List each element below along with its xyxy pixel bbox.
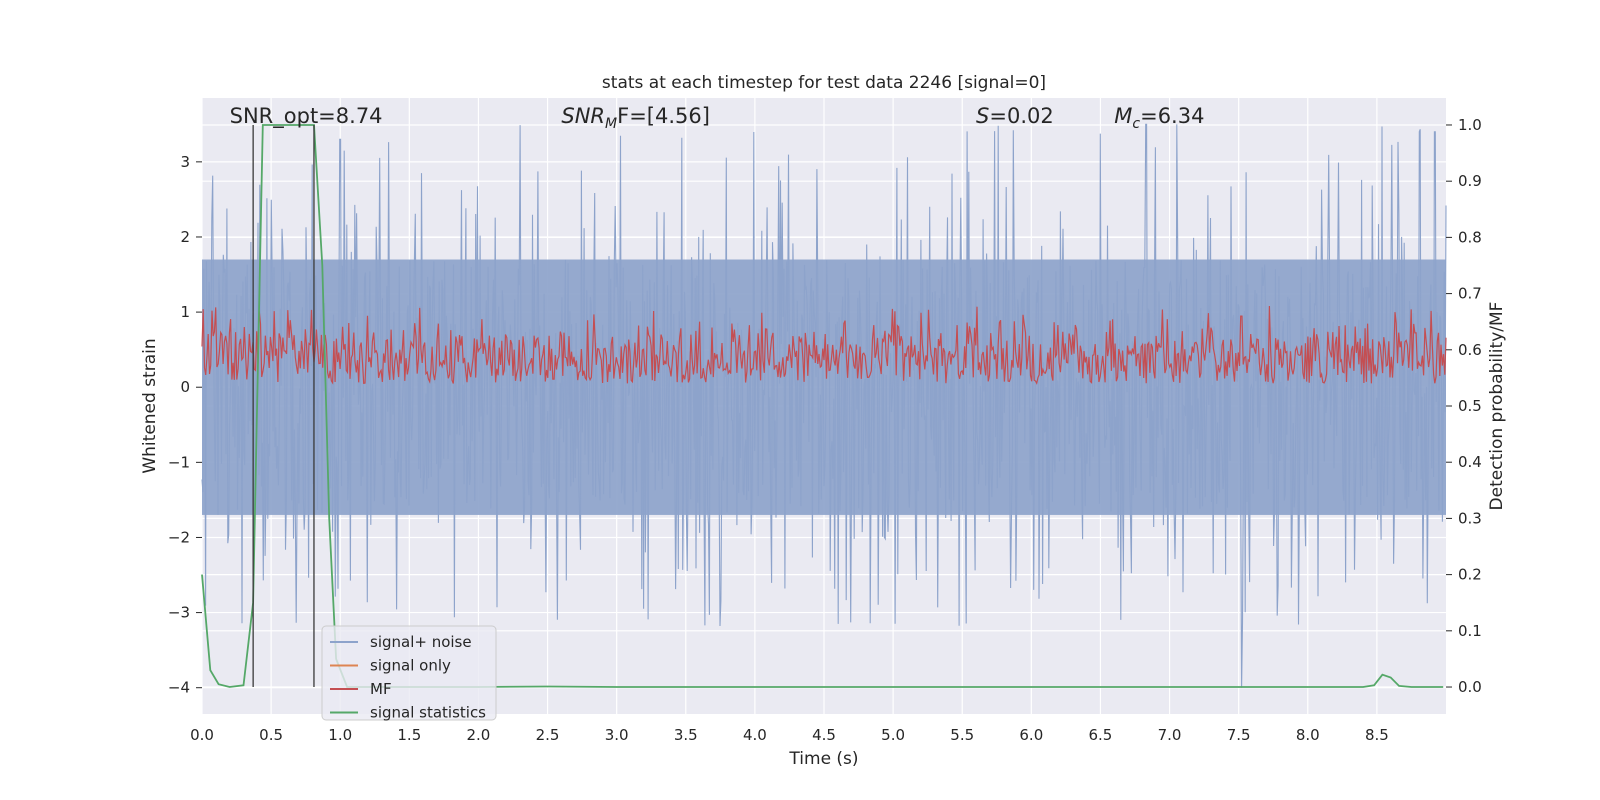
x-tick-label: 5.0 bbox=[881, 726, 905, 744]
x-tick-label: 7.5 bbox=[1227, 726, 1251, 744]
y2-axis-ticks: 0.0 0.1 0.2 0.3 0.4 0.5 0.6 0.7 0.8 0.9 1.0 bbox=[1446, 116, 1482, 696]
x-axis-ticks: 0.0 0.5 1.0 1.5 2.0 2.5 3.0 3.5 4.0 4.5 5.0 5.5 6.0 6… bbox=[190, 726, 1389, 744]
x-tick-label: 3.5 bbox=[674, 726, 698, 744]
x-tick-label: 7.0 bbox=[1158, 726, 1182, 744]
y-axis-label: Whitened strain bbox=[140, 338, 160, 473]
x-tick-label: 2.5 bbox=[536, 726, 560, 744]
x-tick-label: 0.0 bbox=[190, 726, 214, 744]
x-tick-label: 6.0 bbox=[1019, 726, 1043, 744]
annotation-text: SNRMF=[4.56] bbox=[561, 104, 710, 132]
y-tick-label: −3 bbox=[168, 604, 190, 622]
x-tick-label: 8.5 bbox=[1365, 726, 1389, 744]
y2-tick-label: 0.2 bbox=[1458, 566, 1482, 584]
y2-tick-label: 1.0 bbox=[1458, 116, 1482, 134]
y-tick-label: −1 bbox=[168, 453, 190, 471]
y-axis-ticks: −4 −3 −2 −1 0 1 2 3 bbox=[168, 153, 202, 697]
annotation-text: Mc=6.34 bbox=[1114, 104, 1204, 132]
x-tick-label: 2.0 bbox=[467, 726, 491, 744]
x-axis-label: Time (s) bbox=[788, 749, 858, 769]
mf-line bbox=[201, 305, 1447, 385]
legend: signal+ noise signal only MF signal statist… bbox=[321, 625, 497, 722]
y-tick-label: 3 bbox=[180, 153, 190, 171]
x-tick-label: 4.5 bbox=[812, 726, 836, 744]
y2-tick-label: 0.9 bbox=[1458, 172, 1482, 190]
y-tick-label: 2 bbox=[180, 228, 190, 246]
annotation-symbol: S bbox=[976, 104, 989, 128]
chart-title: stats at each timestep for test data 224… bbox=[602, 73, 1046, 93]
y-tick-label: −2 bbox=[168, 528, 190, 546]
y-tick-label: −4 bbox=[168, 679, 190, 697]
annotation-subscript: c bbox=[1132, 116, 1140, 132]
x-tick-label: 1.5 bbox=[397, 726, 421, 744]
y2-tick-label: 0.8 bbox=[1458, 228, 1482, 246]
x-tick-label: 6.5 bbox=[1089, 726, 1113, 744]
y2-tick-label: 0.3 bbox=[1458, 509, 1482, 527]
y-tick-label: 1 bbox=[180, 303, 190, 321]
annotation-value: =6.34 bbox=[1140, 104, 1204, 128]
x-tick-label: 5.5 bbox=[950, 726, 974, 744]
y2-tick-label: 0.0 bbox=[1458, 678, 1482, 696]
y2-tick-label: 0.6 bbox=[1458, 341, 1482, 359]
signal-noise-line bbox=[201, 123, 1447, 688]
legend-label: signal only bbox=[370, 657, 451, 675]
x-tick-label: 4.0 bbox=[743, 726, 767, 744]
annotations: SNR_opt=8.74 SNRMF=[4.56] S=0.02 Mc=6.34 bbox=[230, 104, 1205, 132]
y-tick-label: 0 bbox=[180, 378, 190, 396]
legend-label: signal statistics bbox=[370, 704, 486, 722]
y2-axis-label: Detection probability/MF bbox=[1487, 302, 1507, 511]
annotation-subscript: M bbox=[605, 116, 617, 132]
signal-statistics-line bbox=[201, 124, 1444, 688]
annotation-symbol: SNR bbox=[561, 104, 605, 128]
legend-label: MF bbox=[370, 680, 392, 698]
annotation-text: SNR_opt=8.74 bbox=[230, 104, 383, 129]
annotation-value: =0.02 bbox=[989, 104, 1053, 128]
x-tick-label: 0.5 bbox=[259, 726, 283, 744]
legend-label: signal+ noise bbox=[370, 633, 472, 651]
x-tick-label: 3.0 bbox=[605, 726, 629, 744]
vertical-markers bbox=[252, 124, 315, 688]
legend-box bbox=[321, 625, 497, 721]
y2-tick-label: 0.4 bbox=[1458, 453, 1482, 471]
x-tick-label: 8.0 bbox=[1296, 726, 1320, 744]
annotation-text: S=0.02 bbox=[976, 104, 1054, 128]
series-layer bbox=[201, 123, 1447, 688]
x-tick-label: 1.0 bbox=[328, 726, 352, 744]
annotation-symbol: M bbox=[1114, 104, 1132, 128]
annotation-value: F=[4.56] bbox=[617, 104, 710, 128]
y2-tick-label: 0.1 bbox=[1458, 622, 1482, 640]
y2-tick-label: 0.7 bbox=[1458, 285, 1482, 303]
y2-tick-label: 0.5 bbox=[1458, 397, 1482, 415]
